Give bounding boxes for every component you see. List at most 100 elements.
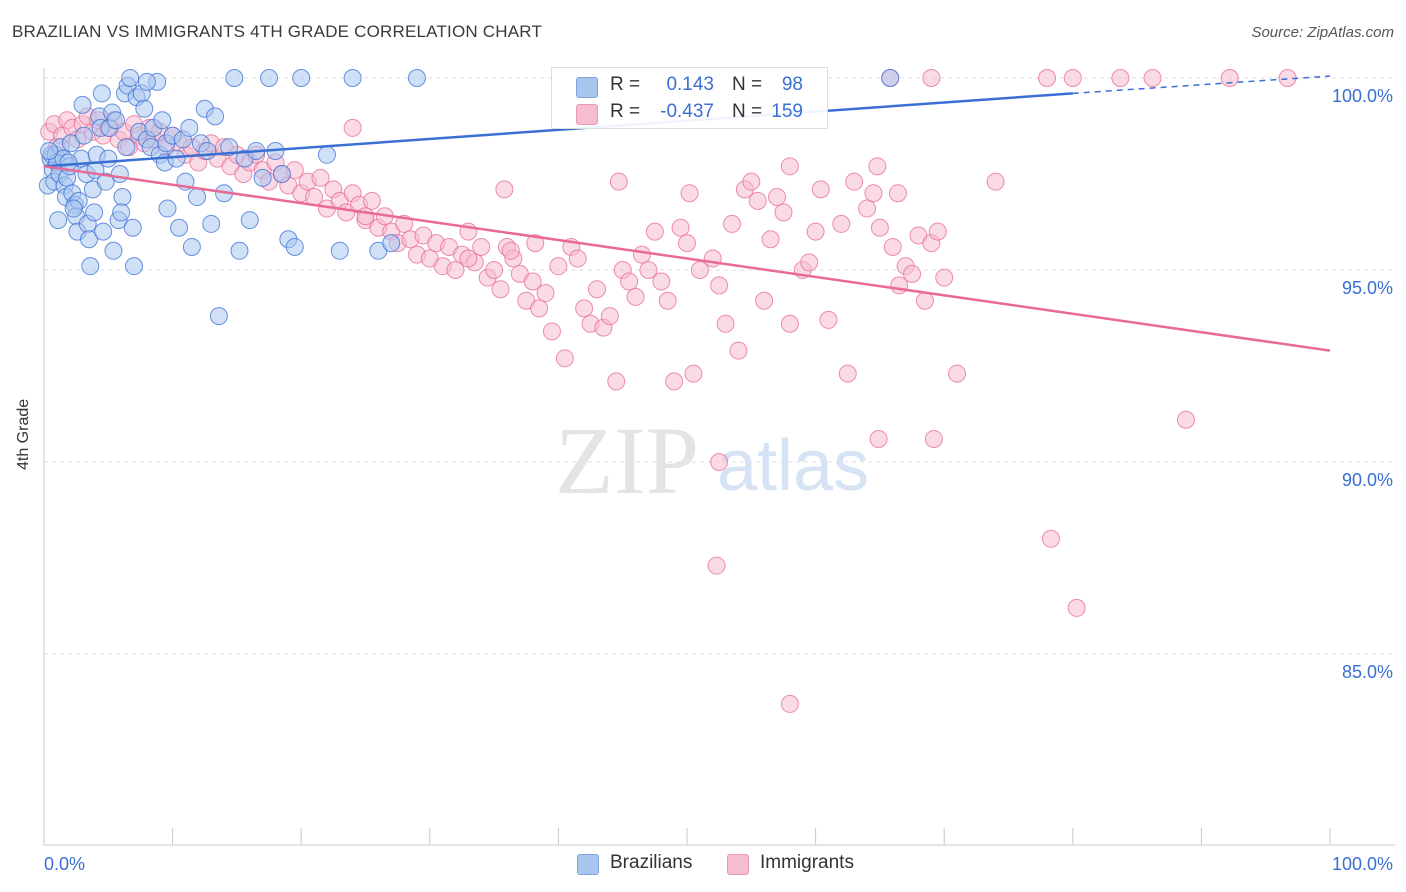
immigrants-point bbox=[838, 364, 857, 383]
immigrants-point bbox=[542, 322, 561, 341]
brazilians-point bbox=[125, 257, 144, 276]
immigrants-point bbox=[748, 191, 767, 210]
immigrants-point bbox=[671, 218, 690, 237]
immigrants-point bbox=[819, 310, 838, 329]
immigrants-point bbox=[1143, 69, 1162, 87]
brazilians-point bbox=[85, 203, 104, 222]
brazilians-point bbox=[188, 188, 207, 207]
immigrants-point bbox=[710, 276, 729, 295]
brazilians-swatch bbox=[576, 77, 598, 98]
immigrants-point bbox=[774, 203, 793, 222]
immigrants-point bbox=[607, 372, 626, 391]
immigrants-point bbox=[523, 272, 542, 291]
watermark-zip: ZIP bbox=[555, 407, 699, 514]
legend-label-brazilians: Brazilians bbox=[610, 852, 693, 873]
immigrants-point bbox=[1041, 529, 1060, 548]
correlation-legend: R = 0.143 N = 98 R = -0.437 N = 159 bbox=[551, 67, 828, 129]
legend-n-label: N = bbox=[732, 74, 763, 95]
immigrants-point bbox=[924, 429, 943, 448]
immigrants-point bbox=[1176, 410, 1195, 429]
immigrants-point bbox=[869, 429, 888, 448]
immigrants-point bbox=[501, 241, 520, 260]
immigrants-point bbox=[446, 261, 465, 279]
brazilians-point bbox=[206, 107, 225, 126]
immigrants-point bbox=[549, 257, 568, 276]
immigrants-point bbox=[888, 184, 907, 203]
brazilians-point bbox=[230, 241, 249, 260]
brazilians-point bbox=[96, 172, 115, 191]
immigrants-point bbox=[555, 349, 574, 368]
immigrants-points bbox=[40, 69, 1297, 713]
brazilians-point bbox=[81, 257, 100, 276]
immigrants-point bbox=[311, 168, 330, 187]
immigrants-point bbox=[645, 222, 664, 241]
brazilians-point bbox=[107, 111, 126, 130]
immigrants-point bbox=[530, 299, 549, 318]
brazilians-point bbox=[99, 149, 118, 168]
brazilians-point bbox=[198, 141, 217, 160]
immigrants-point bbox=[716, 314, 735, 333]
brazilians-point bbox=[209, 307, 228, 326]
immigrants-point bbox=[780, 694, 799, 713]
immigrants-point bbox=[343, 118, 362, 137]
immigrants-point bbox=[755, 291, 774, 310]
immigrants-point bbox=[536, 284, 555, 303]
immigrants-point bbox=[1038, 69, 1057, 87]
immigrants-point bbox=[658, 291, 677, 310]
immigrants-point bbox=[1220, 69, 1239, 87]
immigrants-point bbox=[864, 184, 883, 203]
brazilians-legend-swatch bbox=[577, 854, 599, 875]
immigrants-point bbox=[922, 69, 941, 87]
brazilians-trend-line bbox=[43, 92, 1073, 168]
immigrants-point bbox=[710, 453, 729, 471]
brazilians-point bbox=[180, 118, 199, 137]
y-tick-label: 85.0% bbox=[1342, 662, 1393, 682]
legend-r-value: -0.437 bbox=[660, 101, 714, 122]
watermark: ZIP atlas bbox=[555, 407, 869, 514]
brazilians-point bbox=[137, 72, 156, 91]
immigrants-point bbox=[707, 556, 726, 575]
immigrants-point bbox=[526, 234, 545, 253]
immigrants-point bbox=[811, 180, 830, 199]
immigrants-point bbox=[575, 299, 594, 318]
x-tick-label: 100.0% bbox=[1332, 854, 1393, 874]
brazilians-point bbox=[317, 145, 336, 164]
immigrants-point bbox=[845, 172, 864, 191]
y-tick-label: 100.0% bbox=[1332, 86, 1393, 106]
immigrants-point bbox=[665, 372, 684, 391]
immigrants-point bbox=[639, 261, 658, 279]
immigrants-point bbox=[678, 234, 696, 253]
axes bbox=[43, 68, 1395, 846]
brazilians-point bbox=[74, 126, 93, 145]
brazilians-point bbox=[112, 203, 131, 222]
brazilians-point bbox=[343, 69, 362, 87]
brazilians-points bbox=[38, 69, 900, 326]
immigrants-point bbox=[948, 364, 967, 383]
brazilians-point bbox=[330, 241, 349, 260]
brazilians-point bbox=[881, 69, 900, 87]
immigrants-point bbox=[568, 249, 587, 268]
immigrants-point bbox=[780, 314, 799, 333]
legend-r-label: R = bbox=[610, 74, 641, 95]
y-tick-label: 95.0% bbox=[1342, 278, 1393, 298]
immigrants-point bbox=[768, 188, 787, 207]
brazilians-point bbox=[40, 141, 59, 160]
immigrants-point bbox=[761, 230, 780, 249]
trend-lines bbox=[43, 75, 1331, 352]
immigrants-point bbox=[626, 287, 645, 306]
immigrants-point bbox=[485, 261, 504, 279]
immigrants-legend-swatch bbox=[727, 854, 749, 875]
immigrants-point bbox=[858, 199, 877, 218]
legend-row-brazilians: R = 0.143 N = 98 bbox=[552, 74, 827, 100]
brazilians-point bbox=[94, 222, 113, 241]
brazilians-point bbox=[170, 218, 189, 237]
legend-label-immigrants: Immigrants bbox=[760, 852, 854, 873]
source-label: Source: ZipAtlas.com bbox=[1251, 24, 1394, 41]
immigrants-point bbox=[870, 218, 889, 237]
brazilians-point bbox=[285, 237, 304, 256]
chart-title: BRAZILIAN VS IMMIGRANTS 4TH GRADE CORREL… bbox=[12, 22, 543, 41]
brazilians-point bbox=[92, 84, 111, 103]
immigrants-point bbox=[903, 264, 922, 283]
brazilians-point bbox=[407, 69, 426, 87]
brazilians-trend-extension bbox=[1072, 75, 1331, 95]
